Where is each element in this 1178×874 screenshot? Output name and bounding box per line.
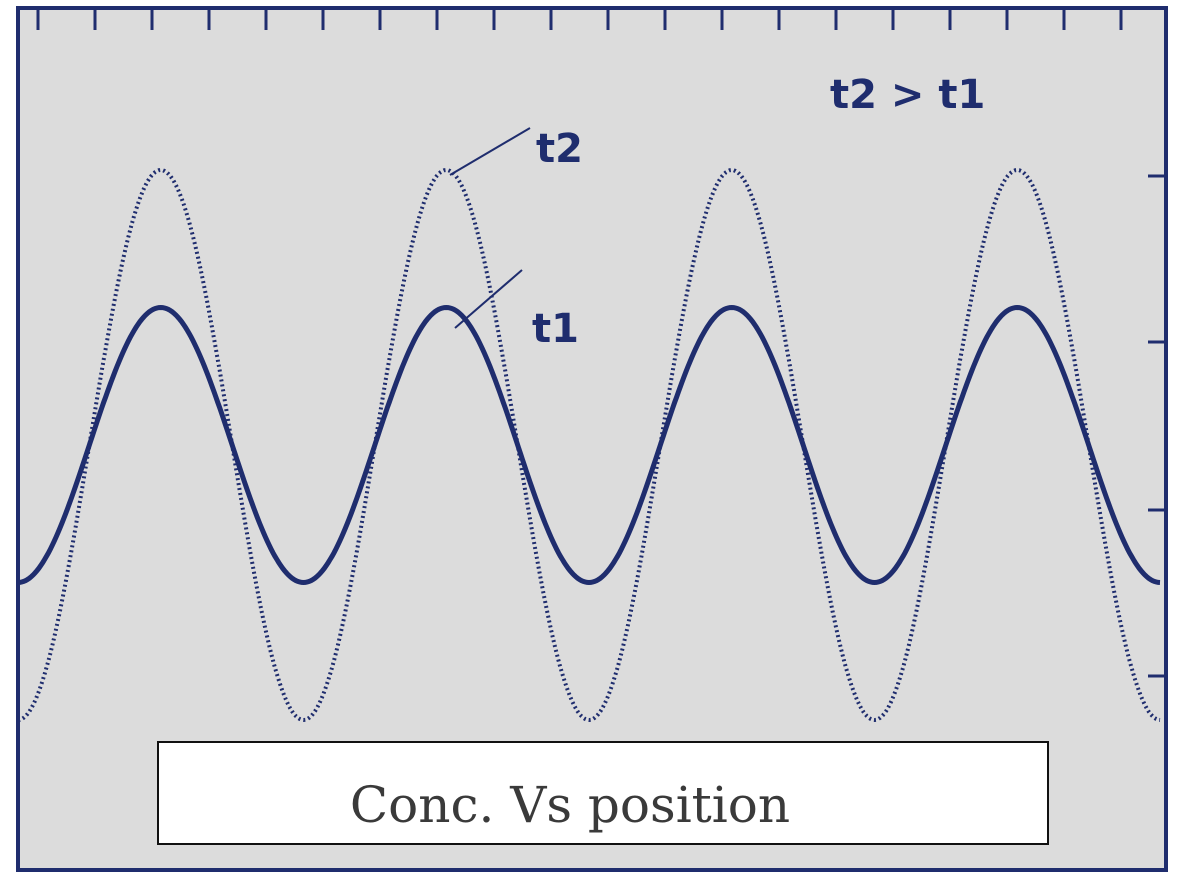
series-t2-line xyxy=(17,167,1161,723)
t2-annotation: t2 xyxy=(536,126,583,172)
t1-annotation: t1 xyxy=(532,306,579,352)
relation-label: t2 > t1 xyxy=(830,72,985,118)
top-tick-marks xyxy=(36,8,1123,30)
t1-leader-line xyxy=(454,269,523,329)
caption-box xyxy=(157,741,1049,845)
right-tick-marks xyxy=(1148,174,1166,678)
plot-background xyxy=(18,8,1166,870)
plot-frame xyxy=(16,6,1168,872)
t2-leader-line xyxy=(449,127,531,176)
caption-text: Conc. Vs position xyxy=(350,776,790,834)
series-t1-line xyxy=(17,304,1161,586)
series-layer xyxy=(17,167,1161,723)
